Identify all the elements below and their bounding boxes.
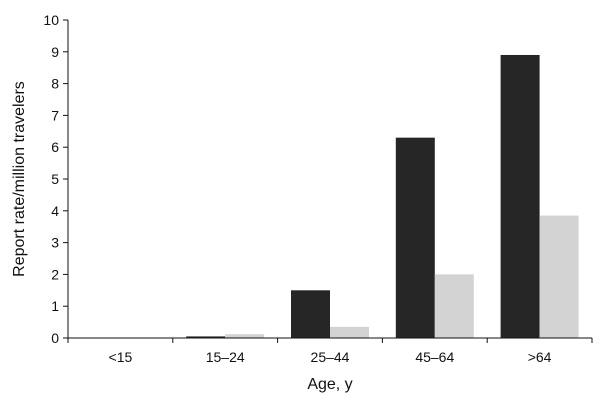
bar-series-2 — [330, 326, 369, 338]
y-tick-label: 5 — [51, 171, 59, 187]
bars-group — [186, 54, 579, 338]
y-tick-label: 9 — [51, 44, 59, 60]
bar-series-1 — [395, 137, 435, 338]
x-tick-label: >64 — [528, 349, 552, 365]
x-tick-label: 25–44 — [311, 349, 350, 365]
y-tick-label: 10 — [43, 12, 59, 28]
y-tick-label: 4 — [51, 203, 59, 219]
y-tick-label: 0 — [51, 330, 59, 346]
y-tick-label: 8 — [51, 76, 59, 92]
x-tick-label: 15–24 — [206, 349, 245, 365]
y-tick-label: 1 — [51, 298, 59, 314]
y-tick-label: 3 — [51, 235, 59, 251]
y-axis-title: Report rate/million travelers — [11, 81, 28, 277]
y-tick-label: 7 — [51, 107, 59, 123]
x-tick-label: 45–64 — [415, 349, 454, 365]
bar-series-1 — [500, 54, 540, 338]
y-tick-label: 2 — [51, 266, 59, 282]
x-axis-title: Age, y — [307, 376, 352, 393]
bar-series-2 — [434, 274, 474, 338]
bar-series-2 — [539, 215, 579, 338]
x-tick-label: <15 — [109, 349, 133, 365]
x-axis-ticks: <15 15–24 25–44 45–64 >64 — [67, 338, 593, 365]
bar-series-1 — [291, 290, 330, 338]
bar-series-1 — [186, 336, 226, 338]
bar-series-2 — [225, 334, 265, 338]
y-tick-label: 6 — [51, 139, 59, 155]
y-axis-ticks: 0 1 2 3 4 5 6 7 8 9 10 — [43, 12, 68, 346]
